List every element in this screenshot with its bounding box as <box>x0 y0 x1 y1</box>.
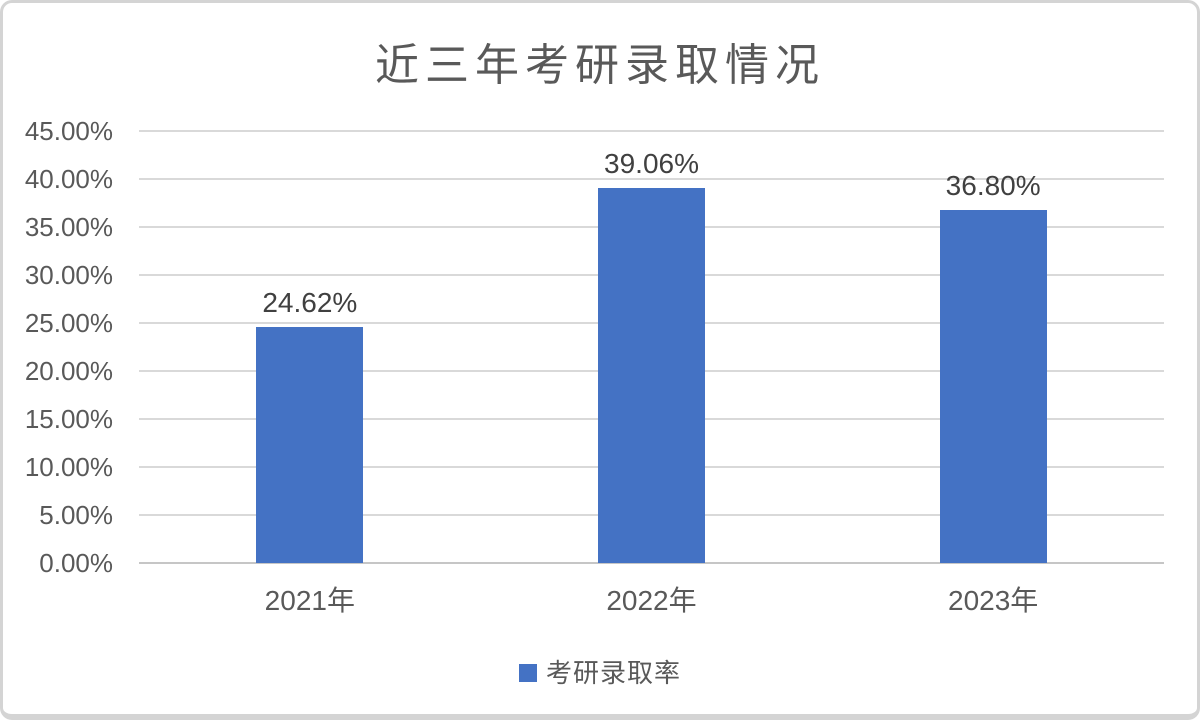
legend-swatch-icon <box>518 664 537 682</box>
plot-area: 0.00% 5.00% 10.00% 15.00% 20.00% 25.00% 30.00%… <box>3 3 1197 714</box>
legend: 考研录取率 <box>3 653 1197 690</box>
x-axis-label: 2022年 <box>606 585 697 616</box>
gridline <box>139 130 1164 132</box>
x-axis-line <box>139 562 1164 564</box>
y-tick-label: 20.00% <box>24 356 113 386</box>
y-tick-label: 0.00% <box>39 548 113 578</box>
y-tick-label: 5.00% <box>39 500 113 530</box>
y-tick-label: 45.00% <box>24 116 113 146</box>
bar <box>598 188 705 563</box>
y-tick-label: 40.00% <box>24 164 113 194</box>
y-tick-label: 15.00% <box>24 404 113 434</box>
y-tick-label: 35.00% <box>24 212 113 242</box>
y-tick-label: 25.00% <box>24 308 113 338</box>
x-axis-label: 2021年 <box>264 585 355 616</box>
y-tick-label: 30.00% <box>24 260 113 290</box>
bar <box>256 326 364 563</box>
bar-value-label: 39.06% <box>604 148 699 180</box>
gridline <box>139 178 1164 180</box>
chart-title: 近三年考研录取情况 <box>375 41 825 90</box>
bar-value-label: 36.80% <box>945 169 1041 201</box>
x-axis-label: 2023年 <box>948 585 1039 616</box>
legend-label: 考研录取率 <box>545 658 681 688</box>
bar-value-label: 24.62% <box>262 286 358 318</box>
bar <box>939 209 1047 563</box>
y-tick-label: 10.00% <box>24 452 113 482</box>
